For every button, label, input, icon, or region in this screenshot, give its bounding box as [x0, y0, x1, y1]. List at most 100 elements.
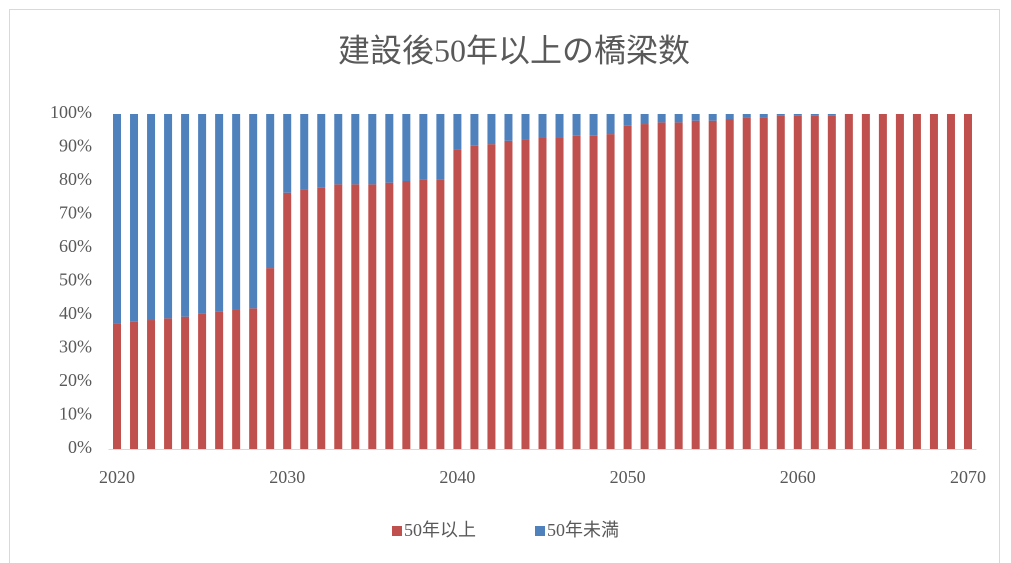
legend-label: 50年未満 [547, 520, 619, 540]
bar-segment [538, 114, 547, 138]
bar-segment [453, 114, 462, 150]
bar-segment [844, 114, 853, 449]
bar-segment [555, 137, 564, 449]
bar-segment [300, 189, 309, 449]
bar-segment [215, 114, 224, 312]
bar-segment [742, 117, 751, 449]
bar-segment [895, 114, 904, 449]
bar-segment [708, 120, 717, 449]
bar-segment [674, 122, 683, 449]
chart-title: 建設後50年以上の橋梁数 [338, 32, 690, 68]
bar-segment [555, 114, 564, 138]
x-tick-label: 2030 [269, 467, 305, 487]
bar-segment [572, 114, 581, 136]
y-tick-label: 50% [59, 270, 92, 290]
y-tick-label: 20% [59, 370, 92, 390]
y-tick-label: 10% [59, 404, 92, 424]
bar-segment [368, 184, 377, 449]
y-tick-label: 100% [50, 102, 92, 122]
bar-segment [759, 117, 768, 449]
y-tick-label: 30% [59, 337, 92, 357]
legend-label: 50年以上 [404, 520, 476, 540]
bar-segment [623, 114, 632, 126]
bar-segment [283, 192, 292, 449]
bar-segment [147, 114, 156, 321]
bar-segment [521, 139, 530, 449]
bar-segment [640, 114, 649, 125]
bar-segment [810, 115, 819, 450]
bar-segment [810, 114, 819, 116]
bar-segment [402, 181, 411, 449]
bar-segment [487, 114, 496, 145]
bar-segment [232, 309, 241, 449]
bar-segment [963, 114, 972, 449]
bar-segment [436, 179, 445, 449]
bar-segment [691, 114, 700, 121]
x-tick-label: 2050 [610, 467, 646, 487]
bar-segment [878, 114, 887, 449]
bar-segment [776, 115, 785, 450]
bar-segment [147, 320, 156, 449]
bar-segment [266, 268, 275, 449]
bar-segment [572, 135, 581, 449]
bar-segment [130, 321, 139, 449]
bar-segment [640, 124, 649, 450]
bar-segment [521, 114, 530, 140]
x-tick-label: 2070 [950, 467, 986, 487]
bar-segment [164, 318, 173, 449]
bar-segment [317, 114, 326, 188]
bar-segment [929, 114, 938, 449]
bar-segment [181, 316, 190, 449]
bar-segment [708, 114, 717, 121]
bar-segment [912, 114, 921, 449]
bar-segment [606, 134, 615, 449]
y-tick-label: 80% [59, 169, 92, 189]
bar-segment [368, 114, 377, 185]
bar-segment [674, 114, 683, 123]
bar-segment [861, 114, 870, 449]
bar-segment [725, 119, 734, 450]
x-tick-label: 2020 [99, 467, 135, 487]
bar-segment [776, 114, 785, 116]
legend-swatch [392, 526, 402, 536]
bar-segment [657, 122, 666, 449]
bar-segment [266, 114, 275, 269]
bar-segment [249, 114, 258, 309]
bar-segment [164, 114, 173, 319]
bar-segment [827, 115, 836, 450]
bar-segment [759, 114, 768, 118]
y-tick-label: 0% [68, 437, 92, 457]
y-tick-label: 60% [59, 236, 92, 256]
bar-segment [487, 144, 496, 449]
bar-segment [232, 114, 241, 310]
y-tick-label: 40% [59, 303, 92, 323]
bar-segment [827, 114, 836, 116]
x-tick-label: 2040 [439, 467, 475, 487]
bar-segment [249, 308, 258, 449]
bar-segment [453, 149, 462, 450]
bar-segment [691, 120, 700, 449]
bar-segment [351, 184, 360, 449]
bar-segment [538, 137, 547, 449]
bar-segment [402, 114, 411, 181]
bar-segment [113, 323, 122, 449]
bar-segment [589, 135, 598, 449]
bar-segment [793, 114, 802, 116]
bar-segment [504, 114, 513, 141]
bar-segment [725, 114, 734, 120]
bar-segment [317, 187, 326, 449]
bar-segment [198, 114, 207, 314]
bar-segment [504, 140, 513, 450]
bar-segment [946, 114, 955, 449]
bar-segment [113, 114, 122, 324]
bar-segment [385, 182, 394, 450]
bar-segment [436, 114, 445, 180]
bar-segment [334, 114, 343, 185]
bar-segment [215, 311, 224, 449]
bar-segment [181, 114, 190, 317]
x-tick-label: 2060 [780, 467, 816, 487]
bar-segment [742, 114, 751, 118]
legend-swatch [535, 526, 545, 536]
